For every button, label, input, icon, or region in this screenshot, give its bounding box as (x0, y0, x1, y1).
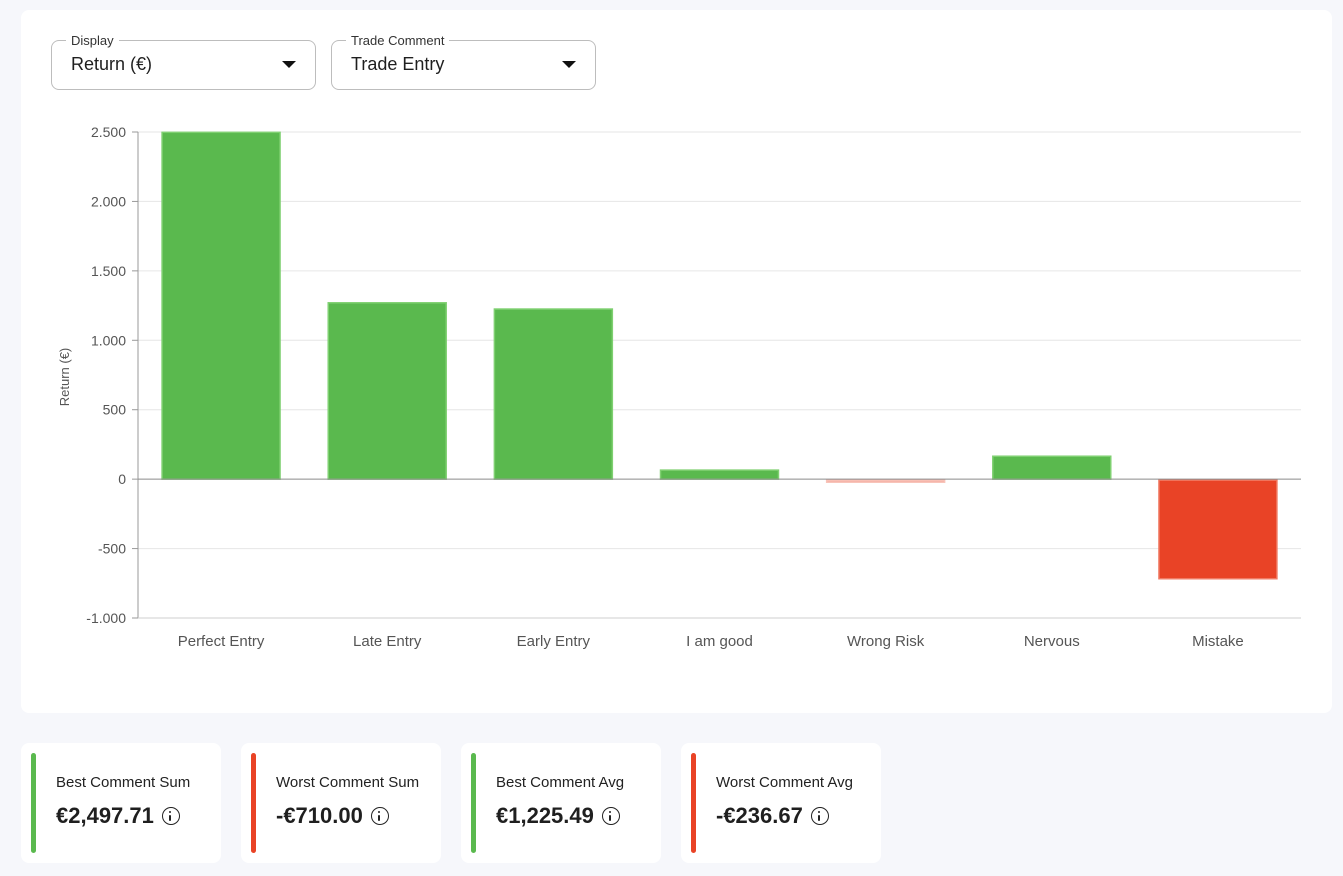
stat-card-best-avg: Best Comment Avg €1,225.49 (461, 743, 661, 863)
stat-label: Worst Comment Avg (716, 774, 853, 791)
chart-axes: 2.500 2.000 1.500 1.000 500 0 -500 -1.000 Perfec… (86, 124, 1301, 650)
stat-label: Best Comment Avg (496, 774, 625, 791)
chart-bar (825, 479, 946, 483)
stat-accent-bar (691, 753, 696, 853)
chart-bar (327, 302, 447, 480)
x-tick-label: Late Entry (353, 633, 422, 650)
stat-value: -€710.00 (276, 803, 363, 828)
info-icon[interactable] (161, 807, 180, 825)
stat-value-row: -€710.00 (276, 803, 389, 829)
x-tick-label: I am good (686, 633, 753, 650)
stat-card-best-sum: Best Comment Sum €2,497.71 (21, 743, 221, 863)
x-tick-label: Wrong Risk (847, 633, 925, 650)
stat-value: -€236.67 (716, 803, 803, 828)
stat-value: €1,225.49 (496, 803, 594, 828)
y-tick-label: 1.500 (91, 263, 126, 279)
y-tick-label: 2.500 (91, 124, 126, 140)
info-icon[interactable] (370, 807, 389, 825)
stat-value-row: -€236.67 (716, 803, 829, 829)
stat-label: Best Comment Sum (56, 774, 191, 791)
x-tick-label: Mistake (1192, 633, 1244, 650)
stat-value-row: €1,225.49 (496, 803, 620, 829)
chart-grid (138, 131, 1301, 619)
x-tick-label: Nervous (1024, 633, 1080, 650)
info-icon[interactable] (810, 807, 829, 825)
chart-card: Display Return (€) Trade Comment Trade E… (21, 10, 1332, 713)
y-tick-label: -500 (98, 541, 126, 557)
stat-accent-bar (251, 753, 256, 853)
stat-card-worst-avg: Worst Comment Avg -€236.67 (681, 743, 881, 863)
y-tick-label: 2.000 (91, 193, 126, 209)
chart-bar (493, 308, 614, 480)
y-tick-label: 1.000 (91, 332, 126, 348)
stat-accent-bar (31, 753, 36, 853)
caret-down-icon (282, 61, 296, 68)
x-tick-label: Perfect Entry (178, 633, 265, 650)
y-tick-label: 500 (103, 402, 127, 418)
stat-value: €2,497.71 (56, 803, 154, 828)
chart-bars (161, 131, 1278, 580)
chart-bar (1158, 479, 1278, 580)
x-tick-label: Early Entry (517, 633, 591, 650)
trade-comment-select-label: Trade Comment (346, 33, 450, 48)
stat-card-worst-sum: Worst Comment Sum -€710.00 (241, 743, 441, 863)
chart-bar (161, 131, 281, 480)
info-icon[interactable] (601, 807, 620, 825)
caret-down-icon (562, 61, 576, 68)
chart-bar (659, 469, 780, 480)
display-select-label: Display (66, 33, 119, 48)
display-select[interactable]: Display Return (€) (51, 33, 316, 90)
stat-value-row: €2,497.71 (56, 803, 180, 829)
y-tick-label: -1.000 (86, 610, 126, 626)
y-tick-label: 0 (118, 471, 126, 487)
trade-comment-select-value: Trade Entry (351, 54, 445, 74)
display-select-value: Return (€) (71, 54, 153, 74)
stat-accent-bar (471, 753, 476, 853)
chart-bar (992, 455, 1112, 480)
bar-chart: 2.500 2.000 1.500 1.000 500 0 -500 -1.000 Perfec… (57, 124, 1301, 650)
stat-label: Worst Comment Sum (276, 774, 420, 791)
trade-comment-select[interactable]: Trade Comment Trade Entry (331, 33, 596, 90)
y-axis-label: Return (€) (57, 348, 72, 407)
